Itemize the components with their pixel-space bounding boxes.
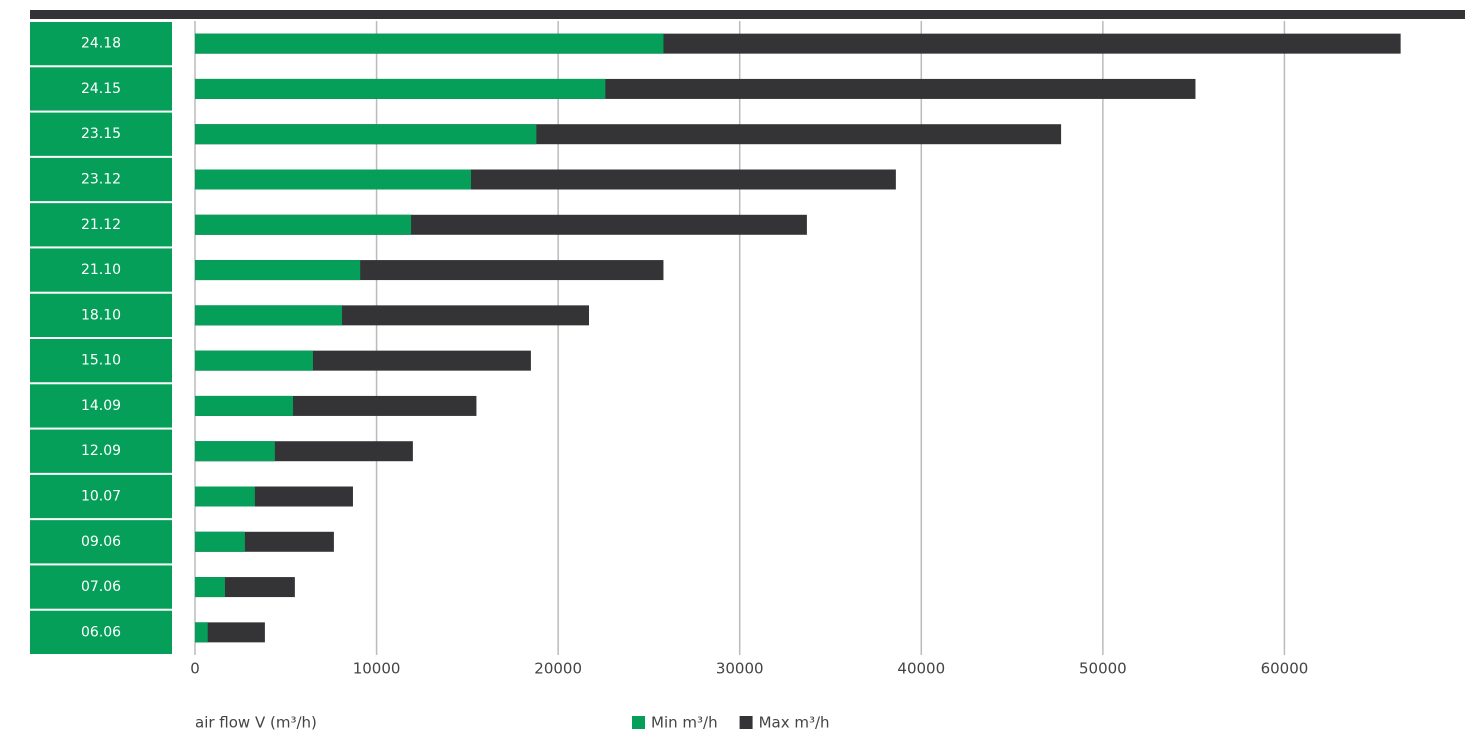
legend-swatch	[632, 716, 645, 729]
bar	[195, 169, 471, 190]
legend-label: Min m³/h	[651, 714, 718, 732]
y-tick-label: 15.10	[81, 353, 121, 369]
x-tick-label: 10000	[353, 660, 401, 678]
x-tick-label: 40000	[897, 660, 945, 678]
y-tick-label: 14.09	[81, 398, 121, 414]
bar	[195, 577, 225, 598]
y-tick-label: 21.12	[81, 217, 121, 233]
y-tick-label: 21.10	[81, 262, 121, 278]
bar	[195, 305, 343, 326]
category-box	[30, 203, 172, 247]
bar	[195, 260, 361, 281]
y-tick-label: 23.15	[81, 126, 121, 142]
category-box	[30, 293, 172, 337]
legend-swatch	[739, 716, 753, 729]
category-box	[30, 474, 172, 519]
bar	[195, 622, 208, 643]
bar	[195, 441, 275, 462]
category-box	[30, 112, 172, 156]
category-box	[30, 157, 172, 202]
y-tick-label: 24.15	[81, 81, 121, 97]
category-box	[30, 565, 172, 609]
bar	[195, 622, 265, 643]
x-tick-label: 60000	[1261, 660, 1309, 678]
category-box	[30, 248, 172, 292]
bar	[195, 531, 245, 552]
y-tick-label: 23.12	[81, 172, 121, 188]
category-box	[30, 339, 172, 383]
bar	[195, 350, 314, 371]
x-tick-label: 30000	[716, 660, 764, 678]
y-tick-label: 12.09	[81, 443, 121, 459]
y-tick-label: 18.10	[81, 307, 121, 323]
x-tick-label: 20000	[534, 660, 582, 678]
bar	[195, 395, 294, 416]
bar	[195, 486, 255, 507]
y-tick-label: 07.06	[81, 579, 121, 595]
y-tick-label: 10.07	[81, 489, 121, 505]
category-box	[30, 22, 172, 66]
bar	[195, 124, 537, 145]
bar	[195, 33, 664, 54]
x-tick-label: 50000	[1079, 660, 1127, 678]
category-box	[30, 429, 172, 473]
bar	[195, 214, 412, 235]
category-box	[30, 67, 172, 111]
x-axis-label: air flow V (m³/h)	[195, 714, 317, 732]
y-tick-label: 24.18	[81, 36, 121, 52]
category-box	[30, 610, 172, 654]
category-box	[30, 520, 172, 564]
y-tick-label: 06.06	[81, 624, 121, 640]
legend-label: Max m³/h	[759, 714, 830, 732]
x-tick-label: 0	[190, 660, 200, 678]
y-tick-label: 09.06	[81, 534, 121, 550]
top-rule	[30, 10, 1465, 19]
category-box	[30, 384, 172, 428]
bar	[195, 78, 606, 99]
